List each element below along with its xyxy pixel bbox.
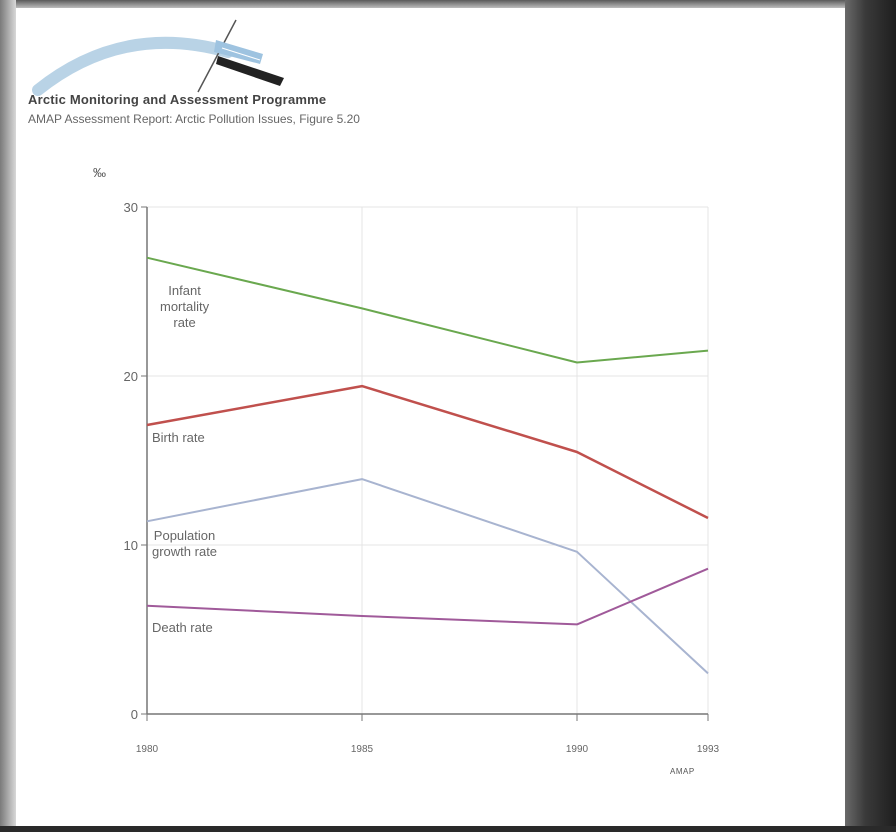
- series-label-line: growth rate: [152, 544, 217, 560]
- series-line-birth-rate: [147, 386, 708, 518]
- series-label-birth-rate: Birth rate: [152, 430, 205, 446]
- amap-credit: AMAP: [670, 767, 695, 776]
- x-tick-label: 1980: [136, 744, 159, 755]
- y-tick-label: 30: [124, 200, 138, 215]
- series-label-line: Population: [152, 528, 217, 544]
- series-label-line: Death rate: [152, 620, 213, 636]
- y-tick-label: 20: [124, 369, 138, 384]
- series-label-line: rate: [160, 315, 209, 331]
- series-line-infant-mortality-rate: [147, 258, 708, 363]
- y-tick-label: 10: [124, 538, 138, 553]
- series-label-death-rate: Death rate: [152, 620, 213, 636]
- x-tick-label: 1990: [566, 744, 589, 755]
- y-tick-label: 0: [131, 707, 138, 722]
- series-label-line: mortality: [160, 299, 209, 315]
- x-tick-label: 1985: [351, 744, 374, 755]
- series-label-line: Birth rate: [152, 430, 205, 446]
- series-label-infant-mortality-rate: Infant mortality rate: [160, 283, 209, 331]
- series-line-population-growth-rate: [147, 479, 708, 673]
- series-label-line: Infant: [160, 283, 209, 299]
- x-tick-label: 1993: [697, 744, 720, 755]
- series-label-population-growth-rate: Population growth rate: [152, 528, 217, 560]
